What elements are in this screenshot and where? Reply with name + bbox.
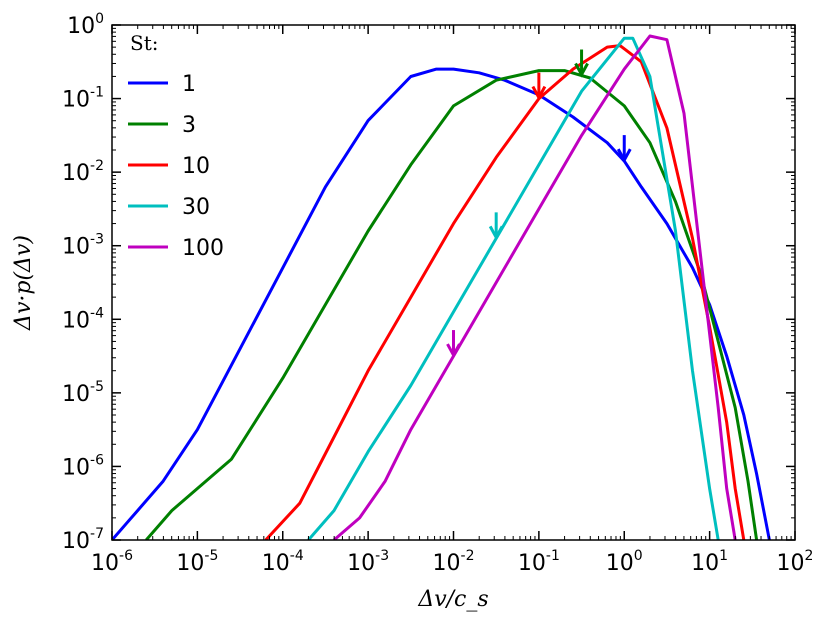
y-axis-label: Δv·p(Δv) <box>11 235 36 331</box>
legend-item-3: 3 <box>128 113 196 138</box>
x-tick-label: 102 <box>777 548 814 576</box>
series-line-10 <box>264 44 746 540</box>
y-tick-label: 10-3 <box>62 232 104 260</box>
arrow-marker-3 <box>574 49 589 78</box>
tick-layer: 10-6 10-5 10-4 10-3 10-2 10-1 100 101 10210-710-… <box>62 11 813 576</box>
x-tick-label: 10-5 <box>176 548 218 576</box>
y-tick-label: 10-5 <box>62 379 104 407</box>
legend-item-30: 30 <box>128 195 210 220</box>
legend-label: 1 <box>182 72 196 97</box>
series-layer <box>112 34 771 540</box>
x-tick-label: 10-6 <box>91 548 133 576</box>
y-tick-label: 10-6 <box>62 452 104 480</box>
x-tick-label: 10-1 <box>518 548 560 576</box>
series-line-30 <box>307 36 720 540</box>
y-tick-label: 10-4 <box>62 305 104 333</box>
y-tick-label: 10-1 <box>62 85 104 113</box>
series-line-100 <box>333 34 737 540</box>
x-tick-label: 10-2 <box>433 548 475 576</box>
legend-label: 30 <box>182 195 210 220</box>
y-tick-label: 10-2 <box>62 158 104 186</box>
legend-item-1: 1 <box>128 72 196 97</box>
arrow-marker-100 <box>446 330 461 359</box>
legend-label: 10 <box>182 154 210 179</box>
x-tick-label: 101 <box>691 548 728 576</box>
arrow-layer <box>446 49 632 359</box>
legend-item-10: 10 <box>128 154 210 179</box>
arrow-marker-1 <box>616 135 632 164</box>
plot-frame <box>111 24 796 541</box>
legend-item-100: 100 <box>128 236 224 261</box>
axes-frame <box>111 24 796 541</box>
legend: St: 1 3 10 30 100 <box>128 31 224 261</box>
x-tick-label: 10-4 <box>262 548 304 576</box>
arrow-marker-10 <box>531 72 547 101</box>
legend-title: St: <box>130 31 158 55</box>
x-tick-label: 10-3 <box>347 548 389 576</box>
arrow-marker-30 <box>488 212 504 241</box>
y-tick-label: 100 <box>67 11 104 39</box>
y-tick-label: 10-7 <box>62 526 104 554</box>
x-axis-label: Δv/c_s <box>417 587 488 612</box>
series-line-3 <box>145 69 759 540</box>
legend-label: 100 <box>182 236 224 261</box>
legend-label: 3 <box>182 113 196 138</box>
x-tick-label: 100 <box>606 548 643 576</box>
